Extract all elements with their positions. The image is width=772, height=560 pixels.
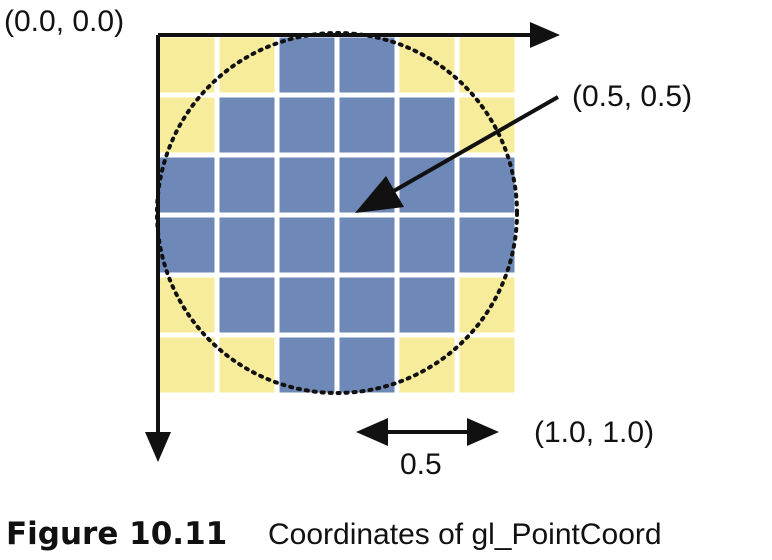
y-axis-arrow [145,35,171,462]
center-pointer-arrow [355,95,559,213]
pixel-cell-inside [399,277,455,333]
pixel-cell-inside [399,157,455,213]
pixel-cell-inside [339,217,395,273]
pixel-cell-inside [219,277,275,333]
pixel-cell-inside [219,97,275,153]
pixel-cell-inside [279,157,335,213]
pixel-cell-inside [399,217,455,273]
half-width-label: 0.5 [400,448,442,481]
pixel-cell-inside [159,217,215,273]
pixel-cell-outside [159,337,215,393]
pixel-cell-inside [399,97,455,153]
pixel-cell-inside [279,337,335,393]
x-axis-arrow [158,22,560,48]
pixel-grid [159,37,515,393]
pixel-cell-inside [219,157,275,213]
pixel-cell-inside [279,277,335,333]
figure-caption: Coordinates of gl_PointCoord [268,518,662,551]
pixel-cell-inside [339,97,395,153]
origin-label: (0.0, 0.0) [4,5,124,38]
pixel-cell-inside [339,37,395,93]
pixel-cell-outside [219,337,275,393]
corner-label: (1.0, 1.0) [534,416,654,449]
pixel-cell-inside [339,277,395,333]
pixel-cell-inside [459,157,515,213]
center-label: (0.5, 0.5) [572,80,692,113]
pixel-cell-outside [459,37,515,93]
pixel-cell-inside [279,37,335,93]
half-width-arrow [356,418,499,446]
pixel-cell-outside [399,337,455,393]
pixel-cell-inside [339,337,395,393]
pixel-cell-inside [279,217,335,273]
pixel-cell-outside [159,277,215,333]
figure-number: Figure 10.11 [6,516,227,552]
pixel-cell-outside [459,337,515,393]
pixel-cell-outside [159,97,215,153]
pixel-cell-inside [459,217,515,273]
pixel-cell-outside [459,277,515,333]
pixel-cell-inside [219,217,275,273]
pixel-cell-outside [159,37,215,93]
pixel-cell-inside [159,157,215,213]
pixel-cell-inside [279,97,335,153]
